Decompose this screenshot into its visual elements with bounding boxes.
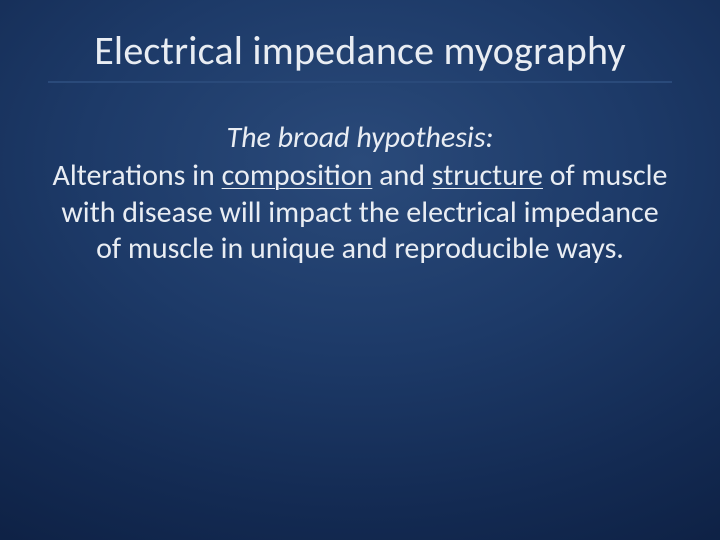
body-region: The broad hypothesis: Alterations in com… [48, 119, 672, 268]
slide: Electrical impedance myography The broad… [0, 0, 720, 540]
body-text: Alterations in composition and structure… [50, 158, 670, 268]
underline-composition: composition [222, 157, 373, 194]
hypothesis-label: The broad hypothesis: [50, 119, 670, 156]
underline-structure: structure [432, 157, 543, 194]
slide-title: Electrical impedance myography [48, 26, 672, 75]
body-text-pre: Alterations in [53, 157, 222, 194]
title-region: Electrical impedance myography [48, 26, 672, 83]
body-text-mid: and [372, 157, 431, 194]
